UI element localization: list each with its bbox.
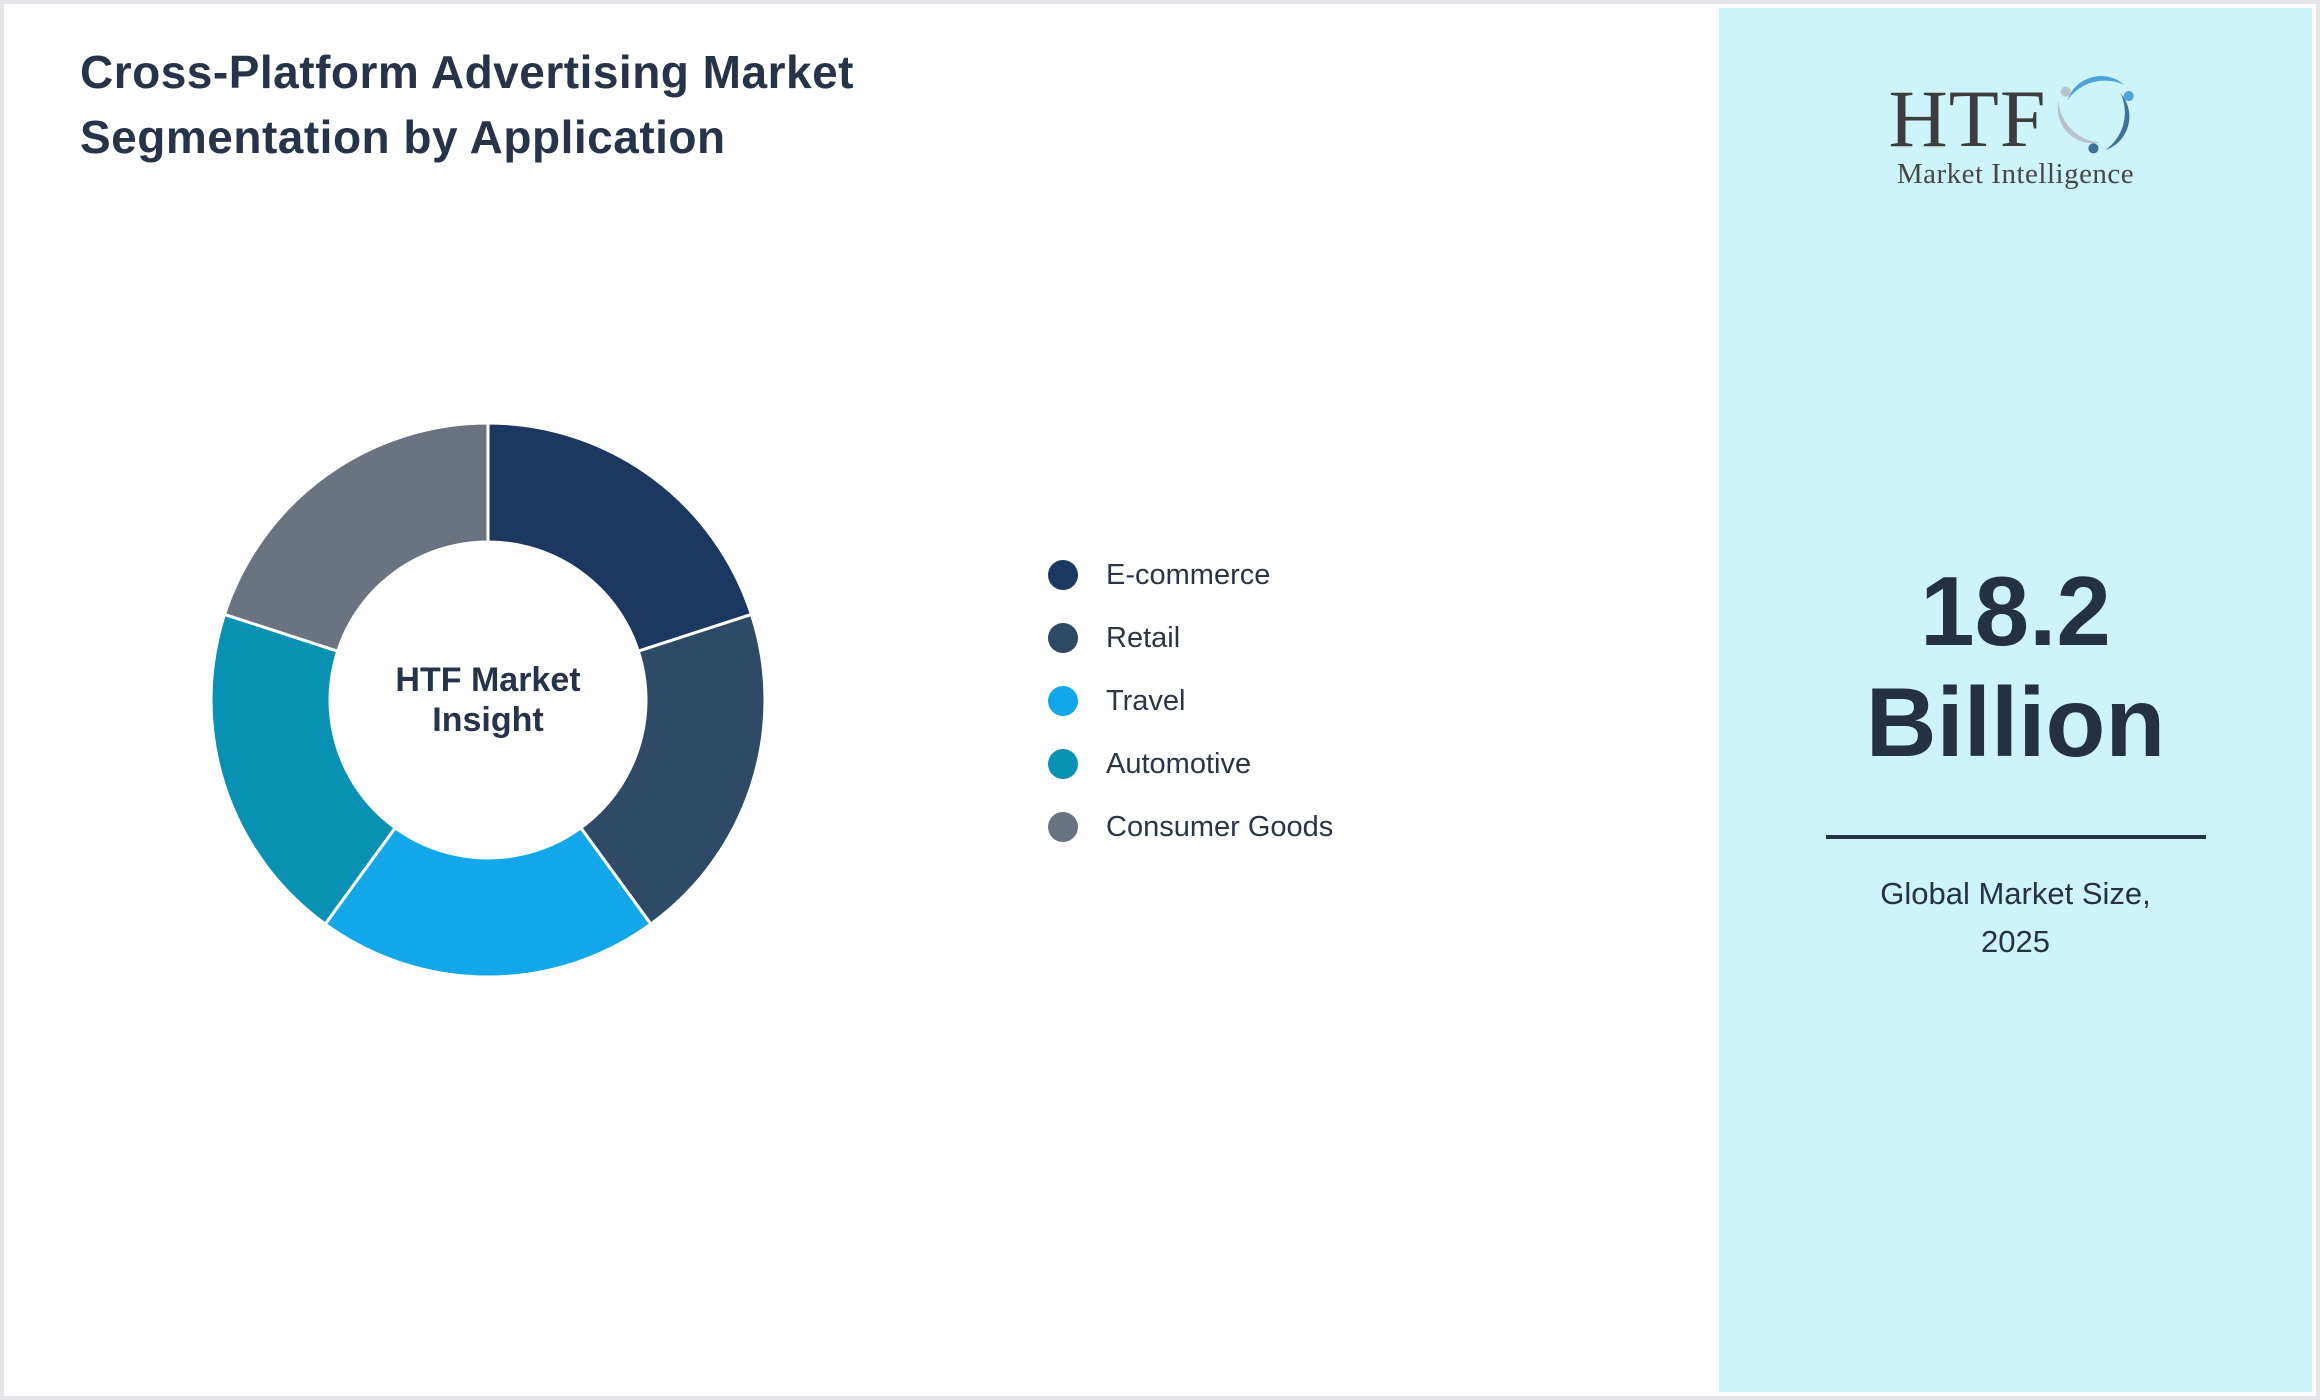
dolphin-shape [2058, 86, 2101, 144]
legend-item-automotive: Automotive [1048, 747, 1333, 780]
dolphin-shape [2067, 76, 2135, 102]
legend-label: Travel [1106, 684, 1186, 717]
htf-logo-row: HTF [1888, 70, 2143, 164]
page-title-line2: Segmentation by Application [80, 111, 726, 164]
market-size-caption: Global Market Size, 2025 [1719, 870, 2312, 966]
htf-logo: HTF Market Intelligence [1719, 70, 2312, 191]
page-title: Cross-Platform Advertising Market Segmen… [80, 40, 854, 171]
htf-logo-subtitle: Market Intelligence [1896, 158, 2135, 190]
donut-segment-consumer-goods [222, 421, 490, 654]
dolphin-shape [2088, 93, 2130, 154]
legend-dot-icon [1048, 749, 1078, 779]
market-size: 18.2 Billion [1719, 556, 2312, 777]
market-size-caption-line2: 2025 [1981, 924, 2050, 960]
legend-label: Retail [1106, 621, 1181, 654]
legend-label: Consumer Goods [1106, 810, 1334, 843]
legend-dot-icon [1048, 623, 1078, 653]
sidebar: HTF Market Intelligence 18.2 Billion Glo… [1719, 8, 2312, 1392]
legend-label: Automotive [1106, 747, 1252, 780]
legend-item-consumer-goods: Consumer Goods [1048, 810, 1334, 843]
page-title-line1: Cross-Platform Advertising Market [80, 46, 854, 98]
donut-segment-automotive [209, 612, 398, 927]
donut-segment-retail [578, 612, 767, 927]
legend-item-retail: Retail [1048, 621, 1333, 654]
donut-chart: HTF Market Insight [208, 420, 768, 980]
donut-segment-travel [323, 825, 653, 979]
donut-chart-svg [209, 421, 767, 979]
market-size-value: 18.2 [1920, 556, 2111, 666]
htf-logo-acronym: HTF [1888, 72, 2047, 164]
legend-dot-icon [1048, 812, 1078, 842]
legend-item-e-commerce: E-commerce [1048, 558, 1333, 591]
dolphin-swirl-icon [2058, 76, 2135, 154]
market-size-caption-line1: Global Market Size, [1880, 876, 2151, 911]
legend-label: E-commerce [1106, 558, 1271, 591]
donut-segment-e-commerce [486, 421, 754, 654]
legend-item-travel: Travel [1048, 684, 1333, 717]
legend-dot-icon [1048, 560, 1078, 590]
chart-legend: E-commerce Retail Travel Automotive Consumer… [1048, 558, 1334, 843]
divider-line [1825, 835, 2206, 839]
legend-dot-icon [1048, 686, 1078, 716]
market-size-unit: Billion [1865, 666, 2166, 777]
